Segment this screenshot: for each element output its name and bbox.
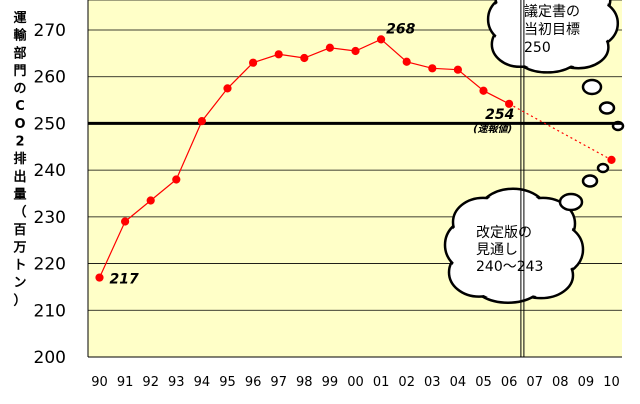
target-bubble-puff (581, 78, 603, 96)
point-label: 254 (485, 107, 514, 123)
y-axis-label-char: 百 (13, 223, 26, 238)
point-label: 268 (386, 21, 415, 37)
forecast-annotation-text: 240〜243 (476, 259, 543, 275)
x-tick-label: 97 (270, 375, 287, 390)
data-point (172, 175, 181, 184)
y-axis-label-char: O (14, 117, 25, 132)
x-tick-label: 96 (245, 375, 262, 390)
data-point (121, 217, 130, 226)
y-axis-label-char: 2 (15, 135, 24, 150)
x-tick-label: 95 (219, 375, 236, 390)
y-axis-label-char: 運 (13, 11, 26, 26)
y-axis-label-char: ン (13, 276, 26, 291)
data-point (377, 35, 386, 44)
x-tick-label: 05 (475, 375, 492, 390)
y-tick-label: 240 (34, 161, 66, 181)
y-axis-label-char: ト (13, 258, 26, 273)
y-tick-label: 250 (34, 114, 66, 134)
x-tick-label: 02 (398, 375, 415, 390)
forecast-bubble-puff (558, 192, 584, 212)
forecast-bubble-puff (581, 174, 599, 188)
forecast-annotation-text: 見通し (476, 242, 518, 258)
y-axis-label-char: ） (13, 292, 26, 308)
data-point (300, 53, 309, 63)
x-tick-label: 10 (603, 375, 620, 390)
target-annotation-text: 議定書の (524, 3, 580, 20)
x-tick-label: 07 (526, 375, 543, 390)
data-point (274, 50, 283, 59)
point-labels: 217 268 254(速報値) (110, 21, 515, 287)
point-label-note: (速報値) (473, 123, 512, 135)
y-tick-label: 270 (34, 21, 66, 41)
x-tick-label: 92 (142, 375, 159, 390)
x-tick-label: 03 (424, 375, 441, 390)
x-tick-label: 94 (194, 375, 211, 390)
data-point (479, 86, 488, 95)
y-tick-label: 200 (34, 348, 66, 368)
forecast-annotation-bubble (443, 187, 585, 304)
x-tick-label: 08 (552, 375, 569, 390)
target-annotation-bubble (486, 0, 620, 74)
data-point (249, 58, 258, 67)
data-point (146, 196, 155, 205)
y-axis-label-char: （ (13, 204, 26, 220)
y-tick-label: 260 (34, 68, 66, 88)
x-tick-label: 00 (347, 375, 364, 390)
y-axis-label-char: 量 (13, 187, 26, 202)
y-axis-label-char: 排 (13, 151, 26, 167)
forecast-bubble-puff (596, 162, 610, 174)
x-tick-label: 04 (450, 375, 467, 390)
series-layer (95, 35, 616, 282)
point-label: 217 (110, 272, 139, 288)
x-tick-label: 91 (117, 375, 134, 390)
x-tick-label: 01 (373, 375, 390, 390)
forecast-annotation-text: 改定版の (476, 225, 532, 241)
y-tick-label: 230 (34, 208, 66, 228)
data-point (607, 155, 616, 164)
reference-lines (88, 0, 622, 357)
data-point (453, 65, 462, 74)
y-axis-label-char: 万 (12, 240, 26, 255)
x-tick-label: 09 (578, 375, 595, 390)
y-tick-label: 220 (34, 255, 66, 275)
data-point (223, 84, 232, 93)
data-point (95, 273, 104, 282)
y-axis-label-char: 門 (13, 64, 26, 79)
y-axis-label-char: の (13, 82, 26, 97)
target-bubble-puff (598, 101, 616, 115)
x-tick-labels: 90 91 92 93 94 95 96 97 98 99 00 01 02 03 04 05 06 07 08 09… (91, 375, 620, 390)
x-tick-label: 98 (296, 375, 313, 390)
x-tick-label: 06 (501, 375, 518, 390)
x-tick-label: 93 (168, 375, 185, 390)
data-point (197, 116, 206, 126)
data-point (325, 43, 334, 52)
target-annotation-text: 250 (524, 40, 551, 56)
y-axis-label-char: 部 (13, 45, 26, 61)
y-tick-label: 210 (34, 301, 66, 321)
y-tick-labels: 200210220230240250260270280 (34, 21, 66, 368)
y-axis-label-char: 出 (13, 169, 26, 185)
y-axis-label-char: 輸 (13, 28, 27, 44)
target-annotation-text: 当初目標 (524, 21, 580, 38)
data-point (428, 64, 437, 73)
y-axis-label-char: C (15, 99, 25, 114)
x-tick-label: 99 (322, 375, 339, 390)
data-point (351, 46, 360, 56)
data-point (402, 57, 411, 66)
x-tick-label: 90 (91, 375, 108, 390)
